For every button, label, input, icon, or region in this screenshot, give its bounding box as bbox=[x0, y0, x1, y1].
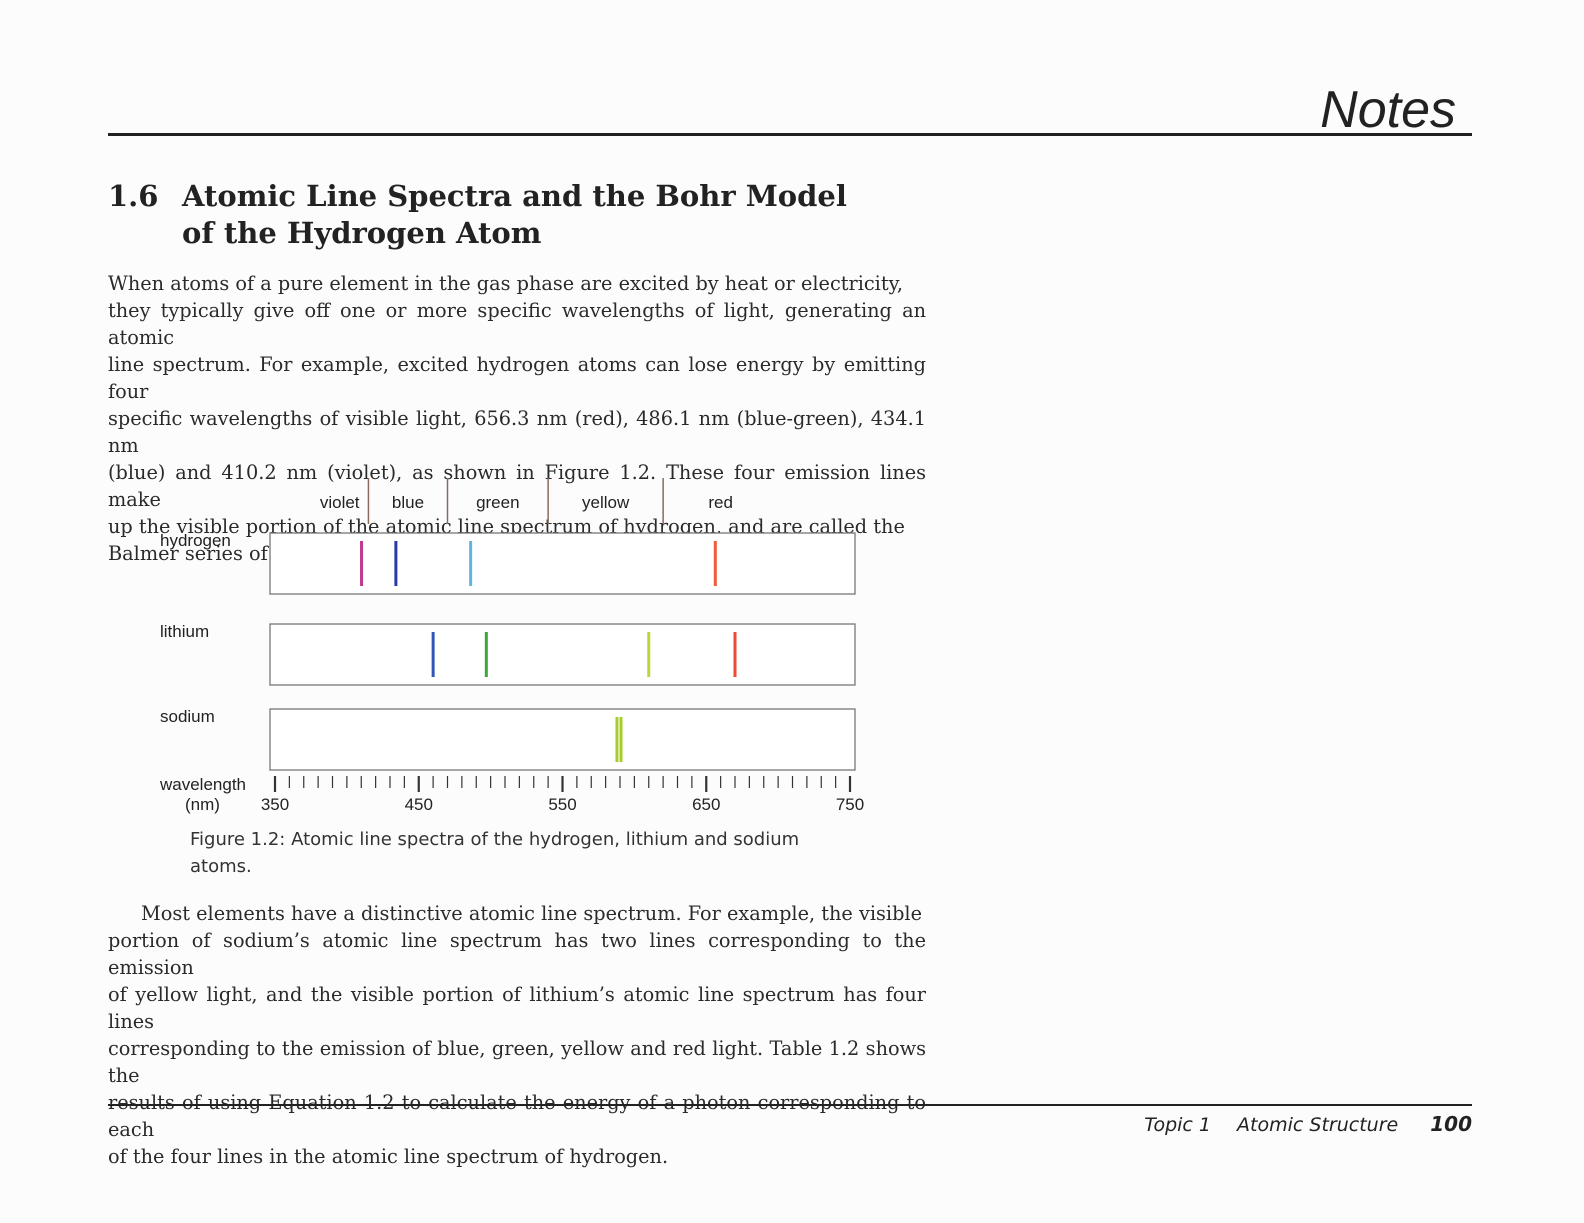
section-number: 1.6 bbox=[108, 179, 159, 213]
element-label: hydrogen bbox=[160, 531, 231, 550]
color-band-label: red bbox=[708, 493, 733, 512]
spectrum-box bbox=[269, 623, 856, 686]
spectra-figure: violet blue green yellow red hydrogen lithium s… bbox=[159, 478, 864, 814]
paragraph-line: up the visible portion of the atomic lin… bbox=[108, 515, 905, 538]
paragraph-line: line spectrum. For example, excited hydr… bbox=[108, 353, 926, 403]
axis-tick-label: 650 bbox=[692, 795, 720, 814]
paragraph-line: they typically give off one or more spec… bbox=[108, 299, 926, 349]
color-band-label: violet bbox=[320, 493, 360, 512]
section-title: Atomic Line Spectra and the Bohr Model o… bbox=[182, 178, 902, 252]
spectrum-box bbox=[269, 708, 856, 771]
footer-rule bbox=[108, 1104, 1472, 1106]
footer-title: Atomic Structure bbox=[1237, 1114, 1399, 1136]
axis-label: wavelength bbox=[159, 775, 246, 794]
body-paragraph: Most elements have a distinctive atomic … bbox=[108, 900, 926, 1170]
paragraph-line: portion of sodium’s atomic line spectrum… bbox=[108, 929, 926, 979]
caption-line: Figure 1.2: Atomic line spectra of the h… bbox=[190, 829, 800, 850]
paragraph-line: (blue) and 410.2 nm (violet), as shown i… bbox=[108, 461, 926, 511]
paragraph-line: specific wavelengths of visible light, 6… bbox=[108, 407, 926, 457]
paragraph-line: Most elements have a distinctive atomic … bbox=[141, 902, 923, 925]
axis-tick-label: 750 bbox=[836, 795, 864, 814]
element-label: lithium bbox=[160, 622, 209, 641]
spectrum-box bbox=[269, 532, 856, 595]
section-title-line: Atomic Line Spectra and the Bohr Model bbox=[182, 179, 847, 213]
caption-line: atoms. bbox=[190, 856, 252, 877]
page-footer: Topic 1 Atomic Structure 100 bbox=[1144, 1112, 1472, 1136]
paragraph-line: of the four lines in the atomic line spe… bbox=[108, 1145, 669, 1168]
color-band-label: yellow bbox=[582, 493, 630, 512]
color-band-label: green bbox=[476, 493, 519, 512]
element-label: sodium bbox=[160, 707, 215, 726]
axis-unit-label: (nm) bbox=[185, 795, 220, 814]
axis-tick-label: 550 bbox=[548, 795, 576, 814]
figure-caption: Figure 1.2: Atomic line spectra of the h… bbox=[190, 826, 860, 880]
axis-tick-label: 450 bbox=[405, 795, 433, 814]
paragraph-line: results of using Equation 1.2 to calcula… bbox=[108, 1091, 926, 1141]
header-rule bbox=[108, 133, 1472, 136]
section-title-line: of the Hydrogen Atom bbox=[182, 216, 542, 250]
notes-title: Notes bbox=[1320, 81, 1456, 139]
paragraph-line: of yellow light, and the visible portion… bbox=[108, 983, 926, 1033]
page-number: 100 bbox=[1430, 1112, 1472, 1136]
intro-paragraph: When atoms of a pure element in the gas … bbox=[108, 270, 926, 567]
axis-tick-label: 350 bbox=[261, 795, 289, 814]
footer-chapter: Topic 1 bbox=[1144, 1114, 1211, 1136]
color-band-label: blue bbox=[392, 493, 424, 512]
paragraph-line: corresponding to the emission of blue, g… bbox=[108, 1037, 926, 1087]
paragraph-line: When atoms of a pure element in the gas … bbox=[108, 272, 904, 295]
